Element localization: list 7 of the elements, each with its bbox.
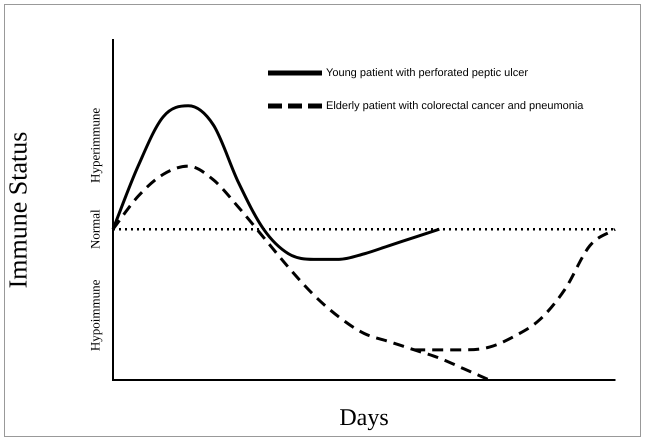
ref-line-label: Normal — [87, 208, 102, 250]
legend-label: Young patient with perforated peptic ulcer — [326, 67, 528, 80]
text: Hypoimmune — [87, 279, 102, 352]
y-axis-title: Immune Status — [3, 132, 32, 288]
text: Hyperimmune — [87, 108, 102, 183]
x-axis-title: Days — [339, 404, 389, 431]
legend-label: Elderly patient with colorectal cancer and pneumonia — [326, 100, 584, 112]
